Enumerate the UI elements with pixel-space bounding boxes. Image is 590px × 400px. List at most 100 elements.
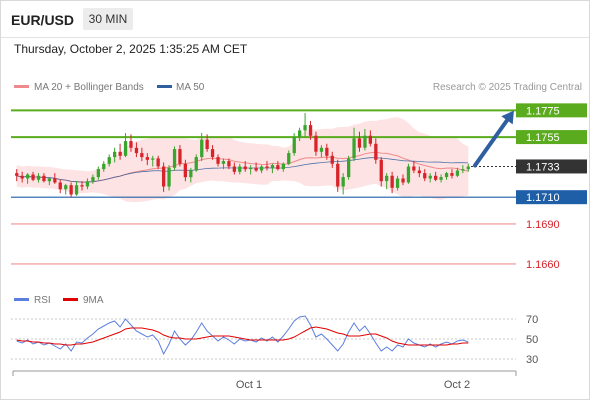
candle-body xyxy=(200,139,204,158)
candle-body xyxy=(287,153,291,164)
candle-body xyxy=(134,147,139,154)
candle-body xyxy=(347,158,351,178)
candle-body xyxy=(281,163,285,170)
level-tag xyxy=(516,103,587,118)
candle-body xyxy=(461,169,465,171)
candle-body xyxy=(319,147,324,152)
candle-body xyxy=(42,175,46,182)
candle-body xyxy=(205,139,209,149)
candle-body xyxy=(336,163,340,187)
candle-body xyxy=(423,173,427,179)
candle-body xyxy=(20,175,24,179)
time-tick-label: Oct 2 xyxy=(444,379,470,391)
candle-body xyxy=(210,149,215,158)
candle-body xyxy=(58,182,62,190)
candle-body xyxy=(276,165,280,170)
candle-body xyxy=(216,157,220,164)
candle-body xyxy=(466,166,470,170)
candle-body xyxy=(69,185,73,195)
candle-body xyxy=(36,175,41,180)
ma50-line xyxy=(16,157,469,183)
level-tag xyxy=(516,159,587,174)
candle-body xyxy=(145,157,149,160)
rsi-ma-legend-swatch xyxy=(63,298,78,301)
candle-body xyxy=(303,125,307,131)
chart-datetime: Thursday, October 2, 2025 1:35:25 AM CET xyxy=(14,42,248,56)
candle-body xyxy=(91,177,95,182)
rsi-tick-label: 30 xyxy=(526,354,538,366)
candle-body xyxy=(259,166,264,171)
candle-body xyxy=(249,167,253,170)
candle-body xyxy=(368,135,372,144)
candle-body xyxy=(406,166,411,183)
candle-body xyxy=(140,153,144,158)
candle-body xyxy=(118,151,122,156)
candle-body xyxy=(357,138,362,148)
candle-body xyxy=(113,151,117,158)
candle-body xyxy=(15,173,19,176)
level-label: 1.1660 xyxy=(526,259,560,271)
candle-body xyxy=(96,169,100,178)
timeframe-badge[interactable]: 30 MIN xyxy=(83,8,133,30)
candle-body xyxy=(189,170,193,178)
candle-body xyxy=(102,163,106,170)
level-tag xyxy=(516,190,587,205)
candle-body xyxy=(325,147,329,156)
ma20-legend-label: MA 20 + Bollinger Bands xyxy=(34,82,144,93)
candle-body xyxy=(167,167,171,187)
candle-body xyxy=(172,149,177,168)
candle-body xyxy=(107,157,111,164)
candle-body xyxy=(428,175,432,179)
candle-body xyxy=(85,181,90,187)
rsi-legend-label: RSI xyxy=(34,295,51,306)
candle-body xyxy=(123,141,128,156)
candle-body xyxy=(298,130,302,138)
rsi-tick-label: 70 xyxy=(526,314,538,326)
candle-body xyxy=(162,166,166,187)
level-tag xyxy=(516,130,587,145)
bollinger-band xyxy=(16,117,469,203)
candle-body xyxy=(417,170,421,174)
level-label: 1.1733 xyxy=(526,161,560,173)
candle-body xyxy=(314,135,318,152)
ma50-legend-label: MA 50 xyxy=(176,82,205,93)
candle-body xyxy=(444,173,449,178)
projection-arrowhead xyxy=(501,110,514,125)
candle-body xyxy=(26,174,30,179)
candle-body xyxy=(434,175,438,180)
instrument-symbol: EUR/USD xyxy=(11,12,75,28)
candle-body xyxy=(178,149,182,164)
candle-body xyxy=(450,173,454,176)
candle-body xyxy=(292,137,296,154)
candle-body xyxy=(352,138,356,159)
candle-body xyxy=(156,158,160,167)
candle-body xyxy=(270,165,275,168)
candle-body xyxy=(439,177,443,180)
candle-body xyxy=(395,178,400,188)
candle-body xyxy=(238,166,242,172)
candle-body xyxy=(254,167,258,171)
candle-body xyxy=(390,175,394,188)
candle-body xyxy=(74,185,79,195)
rsi-line xyxy=(16,315,469,356)
level-label: 1.1775 xyxy=(526,105,560,117)
chart-header: EUR/USD 30 MIN xyxy=(1,1,589,38)
projection-arrow xyxy=(473,118,509,168)
time-tick-label: Oct 1 xyxy=(236,379,262,391)
candle-body xyxy=(227,161,231,167)
candle-body xyxy=(412,166,416,171)
level-label: 1.1755 xyxy=(526,132,560,144)
ma20-legend-swatch xyxy=(14,85,29,88)
candle-body xyxy=(265,166,269,168)
research-credit: Research © 2025 Trading Central xyxy=(433,82,582,93)
candle-body xyxy=(385,175,389,182)
candle-body xyxy=(455,170,460,176)
ma50-legend-swatch xyxy=(157,85,172,88)
candle-body xyxy=(330,155,334,164)
candle-body xyxy=(183,163,187,178)
candle-body xyxy=(401,178,405,183)
candle-body xyxy=(341,177,345,187)
candle-body xyxy=(221,161,226,164)
